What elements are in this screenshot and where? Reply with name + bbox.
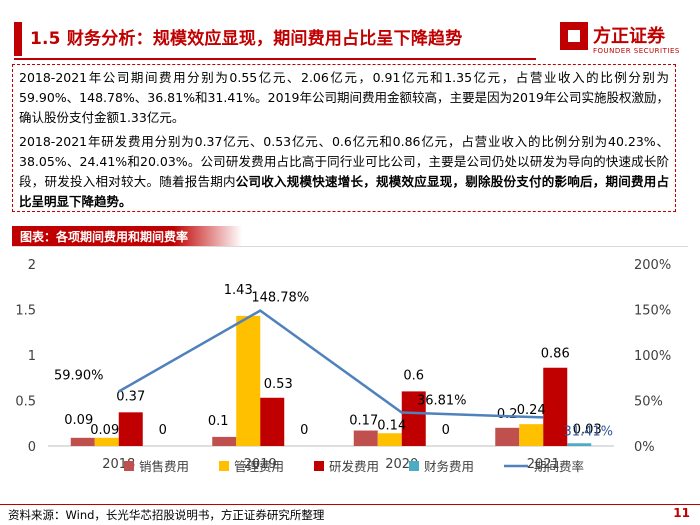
y-right-tick-label: 0% [634,440,655,455]
legend-swatch-研发费用 [314,461,324,471]
rate-line [118,309,544,419]
bar-研发费用 [543,367,568,446]
bar-管理费用 [236,315,261,446]
bar-管理费用 [377,433,402,446]
paragraph-rnd-highlight: 公司收入规模快速增长，规模效应显现，剔除股份支付的影响后，期间费用占比呈明显下降… [19,174,669,209]
bar-value-label: 0.53 [264,377,293,392]
y-right-tick-label: 50% [634,395,663,410]
y-left-tick-label: 0 [28,440,36,455]
bar-value-label: 0 [442,423,450,438]
paragraph-rnd: 2018-2021年研发费用分别为0.37亿元、0.53亿元、0.6亿元和0.8… [19,132,669,212]
y-left-tick-label: 1.5 [15,304,36,319]
bar-value-label: 0.6 [403,368,424,383]
rate-value-label: 36.81% [417,394,467,409]
bar-销售费用 [495,427,520,446]
logo-subtext: FOUNDER SECURITIES [593,47,680,55]
page-title: 1.5 财务分析：规模效应显现，期间费用占比呈下降趋势 [30,29,463,49]
page-number: 11 [673,506,690,520]
bar-销售费用 [212,436,237,446]
paragraph-expenses: 2018-2021年公司期间费用分别为0.55亿元、2.06亿元，0.91亿元和… [19,70,669,125]
bar-管理费用 [94,437,119,446]
bar-value-label: 0 [300,423,308,438]
bar-value-label: 0.24 [517,403,546,418]
chart-caption-rule [12,246,688,247]
analysis-textbox: 2018-2021年公司期间费用分别为0.55亿元、2.06亿元，0.91亿元和… [12,64,676,212]
rate-value-label: 31.41% [563,424,613,439]
rate-value-label: 59.90% [54,368,104,383]
legend-swatch-销售费用 [124,461,134,471]
chart-caption: 图表：各项期间费用和期间费率 [12,226,242,246]
bar-销售费用 [353,430,378,446]
bar-value-label: 0.17 [349,414,378,429]
y-right-tick-label: 200% [634,258,671,273]
bar-value-label: 0.2 [497,407,518,422]
legend-label: 管理费用 [234,459,284,474]
legend-swatch-管理费用 [219,461,229,471]
legend-label: 财务费用 [424,459,474,474]
title-accent-bar [14,22,22,56]
legend-label: 研发费用 [329,459,379,474]
logo-mark-icon [560,22,588,50]
y-left-tick-label: 1 [28,349,36,364]
y-right-tick-label: 100% [634,349,671,364]
legend-swatch-财务费用 [409,461,419,471]
bar-研发费用 [260,397,285,446]
bar-研发费用 [401,391,426,446]
bar-value-label: 0.1 [208,414,229,429]
y-left-tick-label: 2 [28,258,36,273]
bar-销售费用 [70,437,95,446]
bar-value-label: 0 [159,423,167,438]
bar-value-label: 0.14 [377,418,406,433]
x-tick-label: 2021 [527,457,560,472]
legend-label: 销售费用 [139,459,189,474]
legend-label: 期间费率 [534,459,584,474]
bar-value-label: 0.03 [573,422,602,437]
y-right-tick-label: 150% [634,304,671,319]
bar-value-label: 1.43 [224,283,253,298]
rate-value-label: 148.78% [251,291,309,306]
chart-caption-text: 图表：各项期间费用和期间费率 [20,230,189,244]
bar-财务费用 [567,443,592,446]
bar-value-label: 0.37 [116,389,145,404]
bar-value-label: 0.86 [541,347,570,362]
expense-chart: 00.511.520%50%100%150%200%2018 2019 2020 20… [15,258,671,474]
paragraph-rnd-text: 2018-2021年研发费用分别为0.37亿元、0.53亿元、0.6亿元和0.8… [19,134,669,189]
bar-管理费用 [519,424,544,446]
logo-text: 方正证券 [593,26,665,47]
source-note: 资料来源：Wind，长光华芯招股说明书，方正证券研究所整理 [8,508,325,522]
x-tick-label: 2019 [244,457,277,472]
bar-value-label: 0.09 [90,423,119,438]
bar-value-label: 0.09 [64,413,93,428]
company-logo: 方正证券 FOUNDER SECURITIES [560,22,690,62]
footer-rule [0,504,700,505]
bar-研发费用 [118,412,143,446]
y-left-tick-label: 0.5 [15,395,36,410]
title-underline [14,58,536,60]
